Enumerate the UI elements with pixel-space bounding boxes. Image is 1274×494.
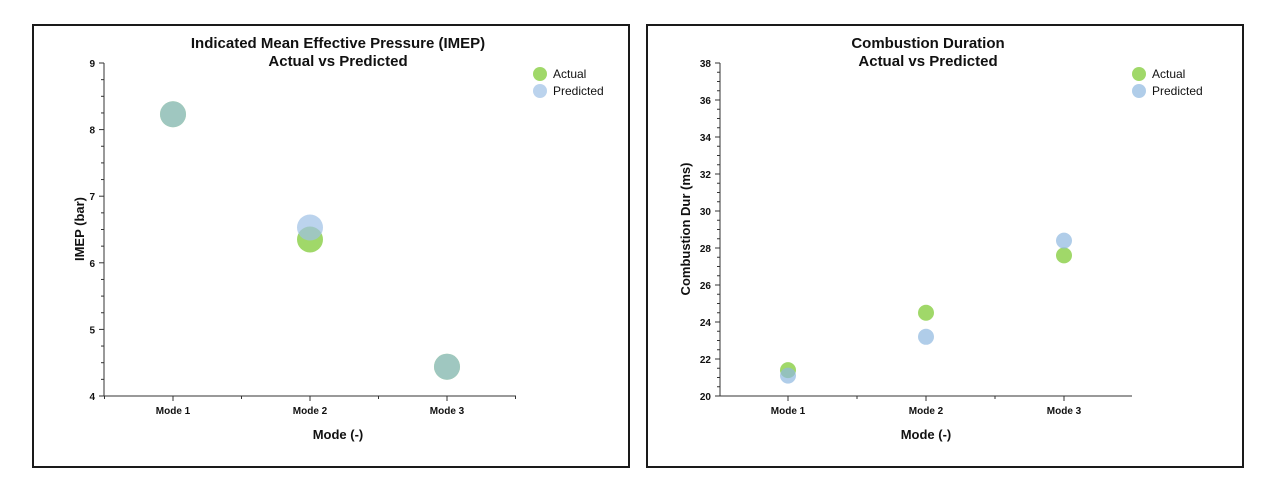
data-point-predicted <box>918 328 934 345</box>
data-point-predicted <box>780 367 796 384</box>
y-tick-label: 9 <box>89 59 95 70</box>
y-axis-label: Combustion Dur (ms) <box>678 163 693 296</box>
y-tick-label: 36 <box>700 96 712 107</box>
y-tick-label: 28 <box>700 244 712 255</box>
legend-label: Actual <box>553 67 586 81</box>
y-tick-label: 34 <box>700 133 712 144</box>
combustion-duration-chart: Combustion Duration Actual vs Predicted … <box>678 35 1203 442</box>
y-tick-label: 22 <box>700 355 712 366</box>
data-points <box>780 232 1072 384</box>
axes: 20 22 24 26 28 30 32 34 36 38 Mode 1 Mode 2 Mode 3 <box>700 59 1132 417</box>
legend: Actual Predicted <box>1132 67 1203 98</box>
y-tick-label: 4 <box>89 392 95 403</box>
data-point-predicted <box>434 353 460 380</box>
legend-marker <box>1132 84 1146 98</box>
data-point-predicted <box>297 214 323 241</box>
y-tick-label: 8 <box>89 126 95 137</box>
y-tick-label: 5 <box>89 325 95 336</box>
legend-label: Actual <box>1152 67 1185 81</box>
legend-marker <box>1132 67 1146 81</box>
data-point-actual <box>918 304 934 321</box>
x-tick-label: Mode 3 <box>430 406 465 417</box>
chart-title: Combustion Duration <box>851 35 1004 52</box>
y-tick-label: 38 <box>700 59 712 70</box>
legend-label: Predicted <box>1152 84 1203 98</box>
y-tick-label: 26 <box>700 281 712 292</box>
data-point-predicted <box>160 101 186 128</box>
legend: Actual Predicted <box>533 67 604 98</box>
y-tick-label: 32 <box>700 170 712 181</box>
y-tick-label: 24 <box>700 318 712 329</box>
legend-marker <box>533 84 547 98</box>
axes: 4 5 6 7 8 9 Mode 1 Mode 2 Mode 3 <box>89 59 516 417</box>
x-tick-label: Mode 2 <box>909 406 944 417</box>
x-tick-label: Mode 1 <box>771 406 806 417</box>
y-tick-label: 20 <box>700 392 712 403</box>
x-axis-label: Mode (-) <box>901 427 952 442</box>
legend-marker <box>533 67 547 81</box>
x-tick-label: Mode 3 <box>1047 406 1082 417</box>
imep-chart-panel: Indicated Mean Effective Pressure (IMEP)… <box>32 24 630 468</box>
chart-subtitle: Actual vs Predicted <box>858 53 997 70</box>
data-point-actual <box>1056 247 1072 264</box>
x-tick-label: Mode 2 <box>293 406 328 417</box>
combustion-duration-chart-panel: Combustion Duration Actual vs Predicted … <box>646 24 1244 468</box>
x-tick-label: Mode 1 <box>156 406 191 417</box>
data-point-predicted <box>1056 232 1072 249</box>
y-axis-label: IMEP (bar) <box>72 197 87 261</box>
legend-label: Predicted <box>553 84 604 98</box>
imep-chart: Indicated Mean Effective Pressure (IMEP)… <box>72 35 604 442</box>
y-tick-label: 7 <box>89 192 95 203</box>
chart-title: Indicated Mean Effective Pressure (IMEP) <box>191 35 485 52</box>
x-axis-label: Mode (-) <box>313 427 364 442</box>
y-tick-label: 30 <box>700 207 712 218</box>
y-tick-label: 6 <box>89 259 95 270</box>
chart-subtitle: Actual vs Predicted <box>268 53 407 70</box>
data-points <box>160 101 460 380</box>
